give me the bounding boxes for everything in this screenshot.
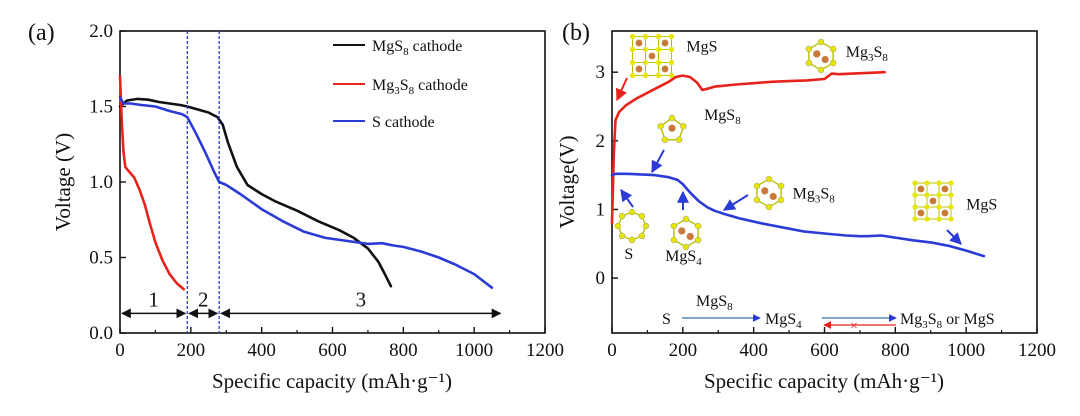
x-tick-label-a-4: 800	[389, 340, 418, 361]
panel-b-annotations: MgS Mg3S8 MgS8 Mg3S8 MgS S MgS4	[624, 39, 997, 268]
pointer-arrow-0	[616, 77, 628, 102]
series-line-a-1	[118, 75, 186, 291]
s8-ring-structure	[614, 208, 650, 244]
panel-a-label: (a)	[28, 20, 55, 46]
panel-b-ticks: 0 200 400 600 800 1000 1200 0 1 2 3	[596, 62, 1057, 361]
y-tick-label-a-1: 0.5	[89, 248, 113, 269]
pointer-arrow-4	[722, 194, 749, 211]
mg3s8-structure-top	[805, 38, 837, 74]
panel-a-legend: MgS8 cathode Mg3S8 cathode S cathode	[333, 38, 468, 131]
scheme-end: Mg3S8 or MgS	[900, 311, 995, 331]
x-tick-label-b-5: 1000	[947, 340, 985, 361]
series-line-b-0	[610, 70, 887, 225]
series-line-b-1	[610, 172, 986, 258]
x-tick-label-a-0: 0	[115, 340, 125, 361]
x-tick-label-b-0: 0	[607, 340, 617, 361]
panel-a-series	[118, 75, 494, 291]
mgs-structure-right	[912, 180, 954, 222]
annotation-1: Mg3S8	[846, 44, 889, 64]
annotation-6: MgS4	[665, 248, 702, 268]
panel-b-y-axis-label: Voltage(V)	[555, 136, 579, 229]
scheme-start: S	[662, 311, 671, 328]
x-tick-label-a-2: 400	[247, 340, 276, 361]
mgs8-structure	[657, 114, 687, 143]
panel-b-label: (b)	[562, 20, 590, 46]
scheme-step1: MgS8	[696, 293, 733, 313]
annotation-2: MgS8	[704, 107, 741, 127]
mgs4-structure	[670, 215, 702, 251]
y-tick-label-b-0: 0	[596, 268, 606, 289]
mgs-structure-top	[629, 33, 675, 79]
x-tick-label-b-2: 400	[739, 340, 768, 361]
x-tick-label-a-3: 600	[318, 340, 347, 361]
legend-label-mg3s8: Mg3S8 cathode	[372, 77, 468, 97]
x-tick-label-b-1: 200	[669, 340, 698, 361]
annotation-4: MgS	[966, 196, 997, 213]
x-tick-label-b-6: 1200	[1018, 340, 1056, 361]
panel-a: (a) 0 200 400 600 800 1000 1200 0.0 0.5 1.0 1.5 2.0…	[28, 20, 564, 393]
panel-b-series	[610, 70, 986, 258]
panel-b-x-axis-label: Specific capacity (mAh·g⁻¹)	[704, 369, 944, 393]
annotation-5: S	[624, 246, 633, 263]
x-tick-label-a-5: 1000	[455, 340, 493, 361]
legend-label-s: S cathode	[372, 114, 435, 131]
pointer-arrow-1	[651, 149, 665, 174]
x-tick-label-b-3: 600	[810, 340, 839, 361]
y-tick-label-b-3: 3	[596, 62, 606, 83]
region-label-2: 2	[198, 287, 209, 311]
y-tick-label-b-2: 2	[596, 131, 606, 152]
panel-b-structures	[614, 33, 962, 251]
reaction-scheme: S MgS8 MgS4 × Mg3S8 or MgS	[662, 293, 995, 334]
y-tick-label-b-1: 1	[596, 199, 606, 220]
series-line-a-2	[118, 96, 494, 290]
scheme-middle: MgS4	[765, 311, 802, 331]
y-tick-label-a-0: 0.0	[89, 323, 113, 344]
series-line-a-0	[118, 97, 393, 288]
x-tick-label-a-1: 200	[177, 340, 206, 361]
legend-label-mgs8: MgS8 cathode	[372, 38, 462, 58]
x-tick-label-b-4: 800	[881, 340, 910, 361]
y-tick-label-a-2: 1.0	[89, 172, 113, 193]
panel-a-y-axis-label: Voltage (V)	[51, 133, 75, 231]
annotation-0: MgS	[686, 39, 717, 56]
x-tick-label-a-6: 1200	[526, 340, 564, 361]
y-tick-label-a-3: 1.5	[89, 97, 113, 118]
region-label-1: 1	[148, 287, 159, 311]
mg3s8-structure-mid	[753, 175, 785, 211]
scheme-cross: ×	[850, 319, 858, 334]
region-label-3: 3	[356, 287, 367, 311]
panel-a-ticks: 0 200 400 600 800 1000 1200 0.0 0.5 1.0 1.5 2.0	[89, 21, 564, 361]
y-tick-label-a-4: 2.0	[89, 21, 113, 42]
panel-a-regions: 1 2 3	[121, 31, 502, 333]
annotation-3: Mg3S8	[793, 185, 836, 205]
pointer-arrow-2	[620, 189, 634, 208]
panel-a-x-axis-label: Specific capacity (mAh·g⁻¹)	[212, 369, 452, 393]
pointer-arrow-5	[946, 229, 962, 245]
